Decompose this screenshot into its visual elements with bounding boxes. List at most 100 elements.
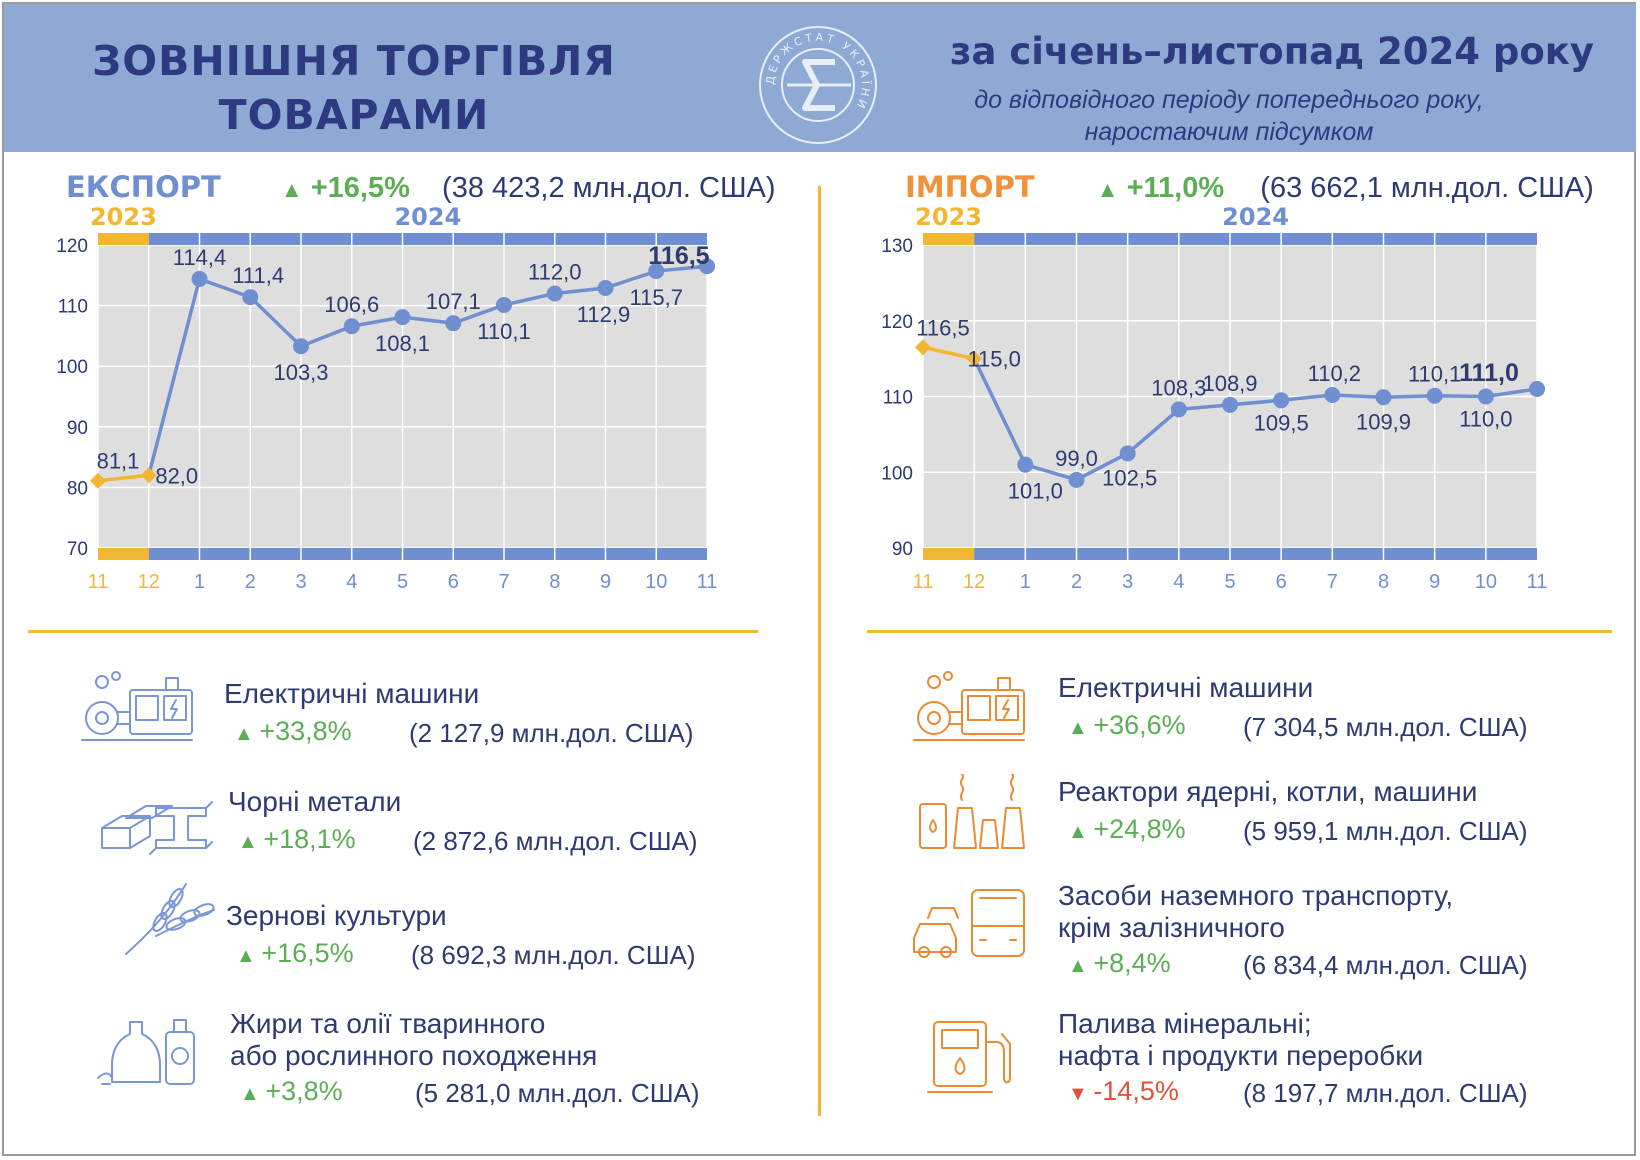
import-amount: (63 662,1 млн.дол. США) <box>1260 172 1594 204</box>
year-2024-bar-bottom <box>148 548 707 560</box>
data-label: 108,3 <box>1151 375 1206 400</box>
year-label-2024: 2024 <box>1222 203 1289 231</box>
page-title: ЗОВНІШНЯ ТОРГІВЛЯ ТОВАРАМИ <box>44 34 664 142</box>
series-line-2023 <box>922 345 975 361</box>
import-divider <box>867 630 1612 633</box>
export-item-change: ▲ +33,8% <box>234 716 352 747</box>
data-label: 101,0 <box>1008 479 1063 504</box>
export-item-amount: (5 281,0 млн.дол. США) <box>415 1078 700 1108</box>
data-label: 111,0 <box>1459 359 1519 387</box>
triangle-up-icon: ▲ <box>1068 717 1094 739</box>
data-point-2024 <box>1119 445 1136 462</box>
x-tick-label: 9 <box>600 571 611 593</box>
item-name-line-1: Чорні метали <box>228 786 402 817</box>
data-point-2024 <box>597 280 614 297</box>
year-2023-bar-top <box>98 233 149 245</box>
x-tick-label: 11 <box>697 571 718 593</box>
data-label: 103,3 <box>273 360 328 385</box>
triangle-up-icon: ▲ <box>236 945 262 967</box>
triangle-up-icon: ▲ <box>238 831 264 853</box>
item-change-value: +24,8% <box>1093 814 1186 844</box>
data-point-2023 <box>90 472 106 489</box>
power-plant-icon <box>914 773 1038 863</box>
item-name-line-1: Палива мінеральні; <box>1058 1008 1312 1039</box>
export-item-amount: (2 127,9 млн.дол. США) <box>409 718 694 748</box>
data-point-2023 <box>915 339 931 356</box>
x-tick-label: 7 <box>498 571 509 593</box>
export-item-name: Жири та олії тваринного або рослинного по… <box>230 1008 597 1072</box>
triangle-up-icon: ▲ <box>240 1083 266 1105</box>
data-label: 116,5 <box>648 242 709 270</box>
item-change-value: +36,6% <box>1093 710 1186 740</box>
export-divider <box>28 630 758 633</box>
x-tick-label: 10 <box>645 571 667 593</box>
x-tick-label: 2 <box>1071 571 1082 593</box>
export-item-amount: (2 872,6 млн.дол. США) <box>413 826 698 856</box>
data-label: 81,1 <box>97 449 140 474</box>
data-label: 112,0 <box>528 259 581 284</box>
x-tick-label: 1 <box>1020 571 1031 593</box>
year-2024-bar-top <box>148 233 707 245</box>
x-tick-label: 5 <box>1224 571 1235 593</box>
x-tick-label: 9 <box>1429 571 1440 593</box>
import-triangle-up-icon: ▲ <box>1096 177 1119 202</box>
data-point-2024 <box>1017 456 1034 473</box>
import-item-amount: (6 834,4 млн.дол. США) <box>1243 950 1528 980</box>
data-point-2024 <box>546 285 563 302</box>
wheat-icon <box>106 876 230 965</box>
import-label: ІМПОРТ <box>905 170 1035 204</box>
x-tick-label: 6 <box>448 571 459 593</box>
export-change: +16,5% <box>310 172 410 204</box>
data-point-2024 <box>1375 389 1392 406</box>
item-name-line-2: або рослинного походження <box>230 1040 598 1071</box>
x-tick-label: 3 <box>1122 571 1133 593</box>
export-item-name: Чорні метали <box>228 786 401 818</box>
y-tick-label: 90 <box>892 539 913 560</box>
data-label: 106,6 <box>324 292 379 317</box>
data-label: 110,1 <box>1408 362 1461 387</box>
export-item-name: Електричні машини <box>224 678 479 710</box>
year-2024-bar-top <box>974 233 1537 245</box>
svg-text:ДЕРЖСТАТ УКРАЇНИ: ДЕРЖСТАТ УКРАЇНИ <box>764 31 872 113</box>
period-subtitle: до відповідного періоду попереднього рок… <box>934 84 1524 148</box>
data-label: 102,5 <box>1102 465 1157 490</box>
data-point-2023 <box>966 350 983 367</box>
item-name-line-1: Реактори ядерні, котли, машини <box>1058 776 1478 807</box>
y-tick-label: 80 <box>67 478 88 499</box>
triangle-down-icon: ▼ <box>1068 1083 1094 1105</box>
x-tick-label: 10 <box>1475 571 1497 593</box>
item-change-value: +16,5% <box>261 938 354 968</box>
period-title: за січень–листопад 2024 року <box>949 30 1594 73</box>
year-2024-bar-bottom <box>974 548 1537 560</box>
data-point-2024 <box>1426 387 1443 404</box>
data-label: 112,9 <box>577 302 630 327</box>
x-tick-label: 4 <box>1173 571 1184 593</box>
data-point-2024 <box>1324 386 1341 403</box>
item-name-line-1: Жири та олії тваринного <box>230 1008 546 1039</box>
x-tick-label: 6 <box>1276 571 1287 593</box>
title-line-1: ЗОВНІШНЯ ТОРГІВЛЯ <box>92 37 616 85</box>
fuel-pump-icon <box>914 1012 1038 1101</box>
series-line-2024 <box>147 264 708 476</box>
year-2023-bar-bottom <box>923 548 975 560</box>
data-point-2024 <box>1529 380 1545 397</box>
item-name-line-1: Зернові культури <box>226 900 447 931</box>
export-item-change: ▲ +3,8% <box>240 1076 343 1107</box>
triangle-up-icon: ▲ <box>1068 955 1094 977</box>
item-change-value: +33,8% <box>259 716 352 746</box>
item-change-value: +8,4% <box>1093 948 1171 978</box>
x-tick-label: 3 <box>295 571 306 593</box>
x-tick-label: 11 <box>913 571 934 593</box>
data-label: 114,4 <box>173 245 226 270</box>
year-label-2024: 2024 <box>394 203 461 231</box>
y-tick-label: 120 <box>56 236 88 257</box>
vehicles-icon <box>906 882 1030 971</box>
header-banner: ЗОВНІШНЯ ТОРГІВЛЯ ТОВАРАМИ ДЕРЖСТАТ УКРА… <box>4 4 1636 152</box>
data-point-2024 <box>191 270 208 287</box>
import-item-name: Реактори ядерні, котли, машини <box>1058 776 1477 808</box>
x-tick-label: 8 <box>549 571 560 593</box>
data-point-2024 <box>1068 471 1085 488</box>
year-label-2023: 2023 <box>90 203 157 231</box>
x-tick-label: 2 <box>245 571 256 593</box>
